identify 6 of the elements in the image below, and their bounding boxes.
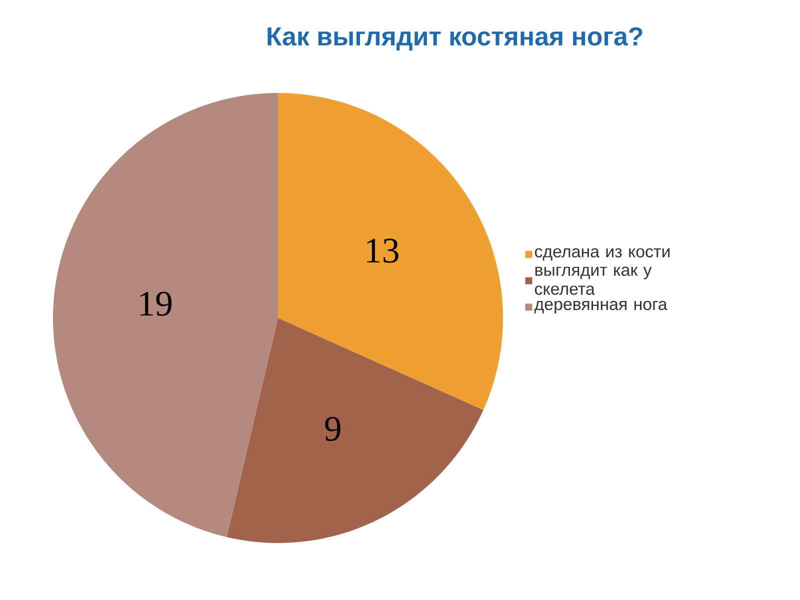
data-label: 13	[367, 238, 398, 263]
data-label: 19	[140, 292, 172, 316]
legend-label: сделана из кости	[534, 248, 670, 261]
legend-label: деревянная нога	[534, 300, 668, 314]
data-label: 9	[325, 416, 340, 441]
chart-title: Как выглядит костяная нога?	[268, 27, 642, 50]
